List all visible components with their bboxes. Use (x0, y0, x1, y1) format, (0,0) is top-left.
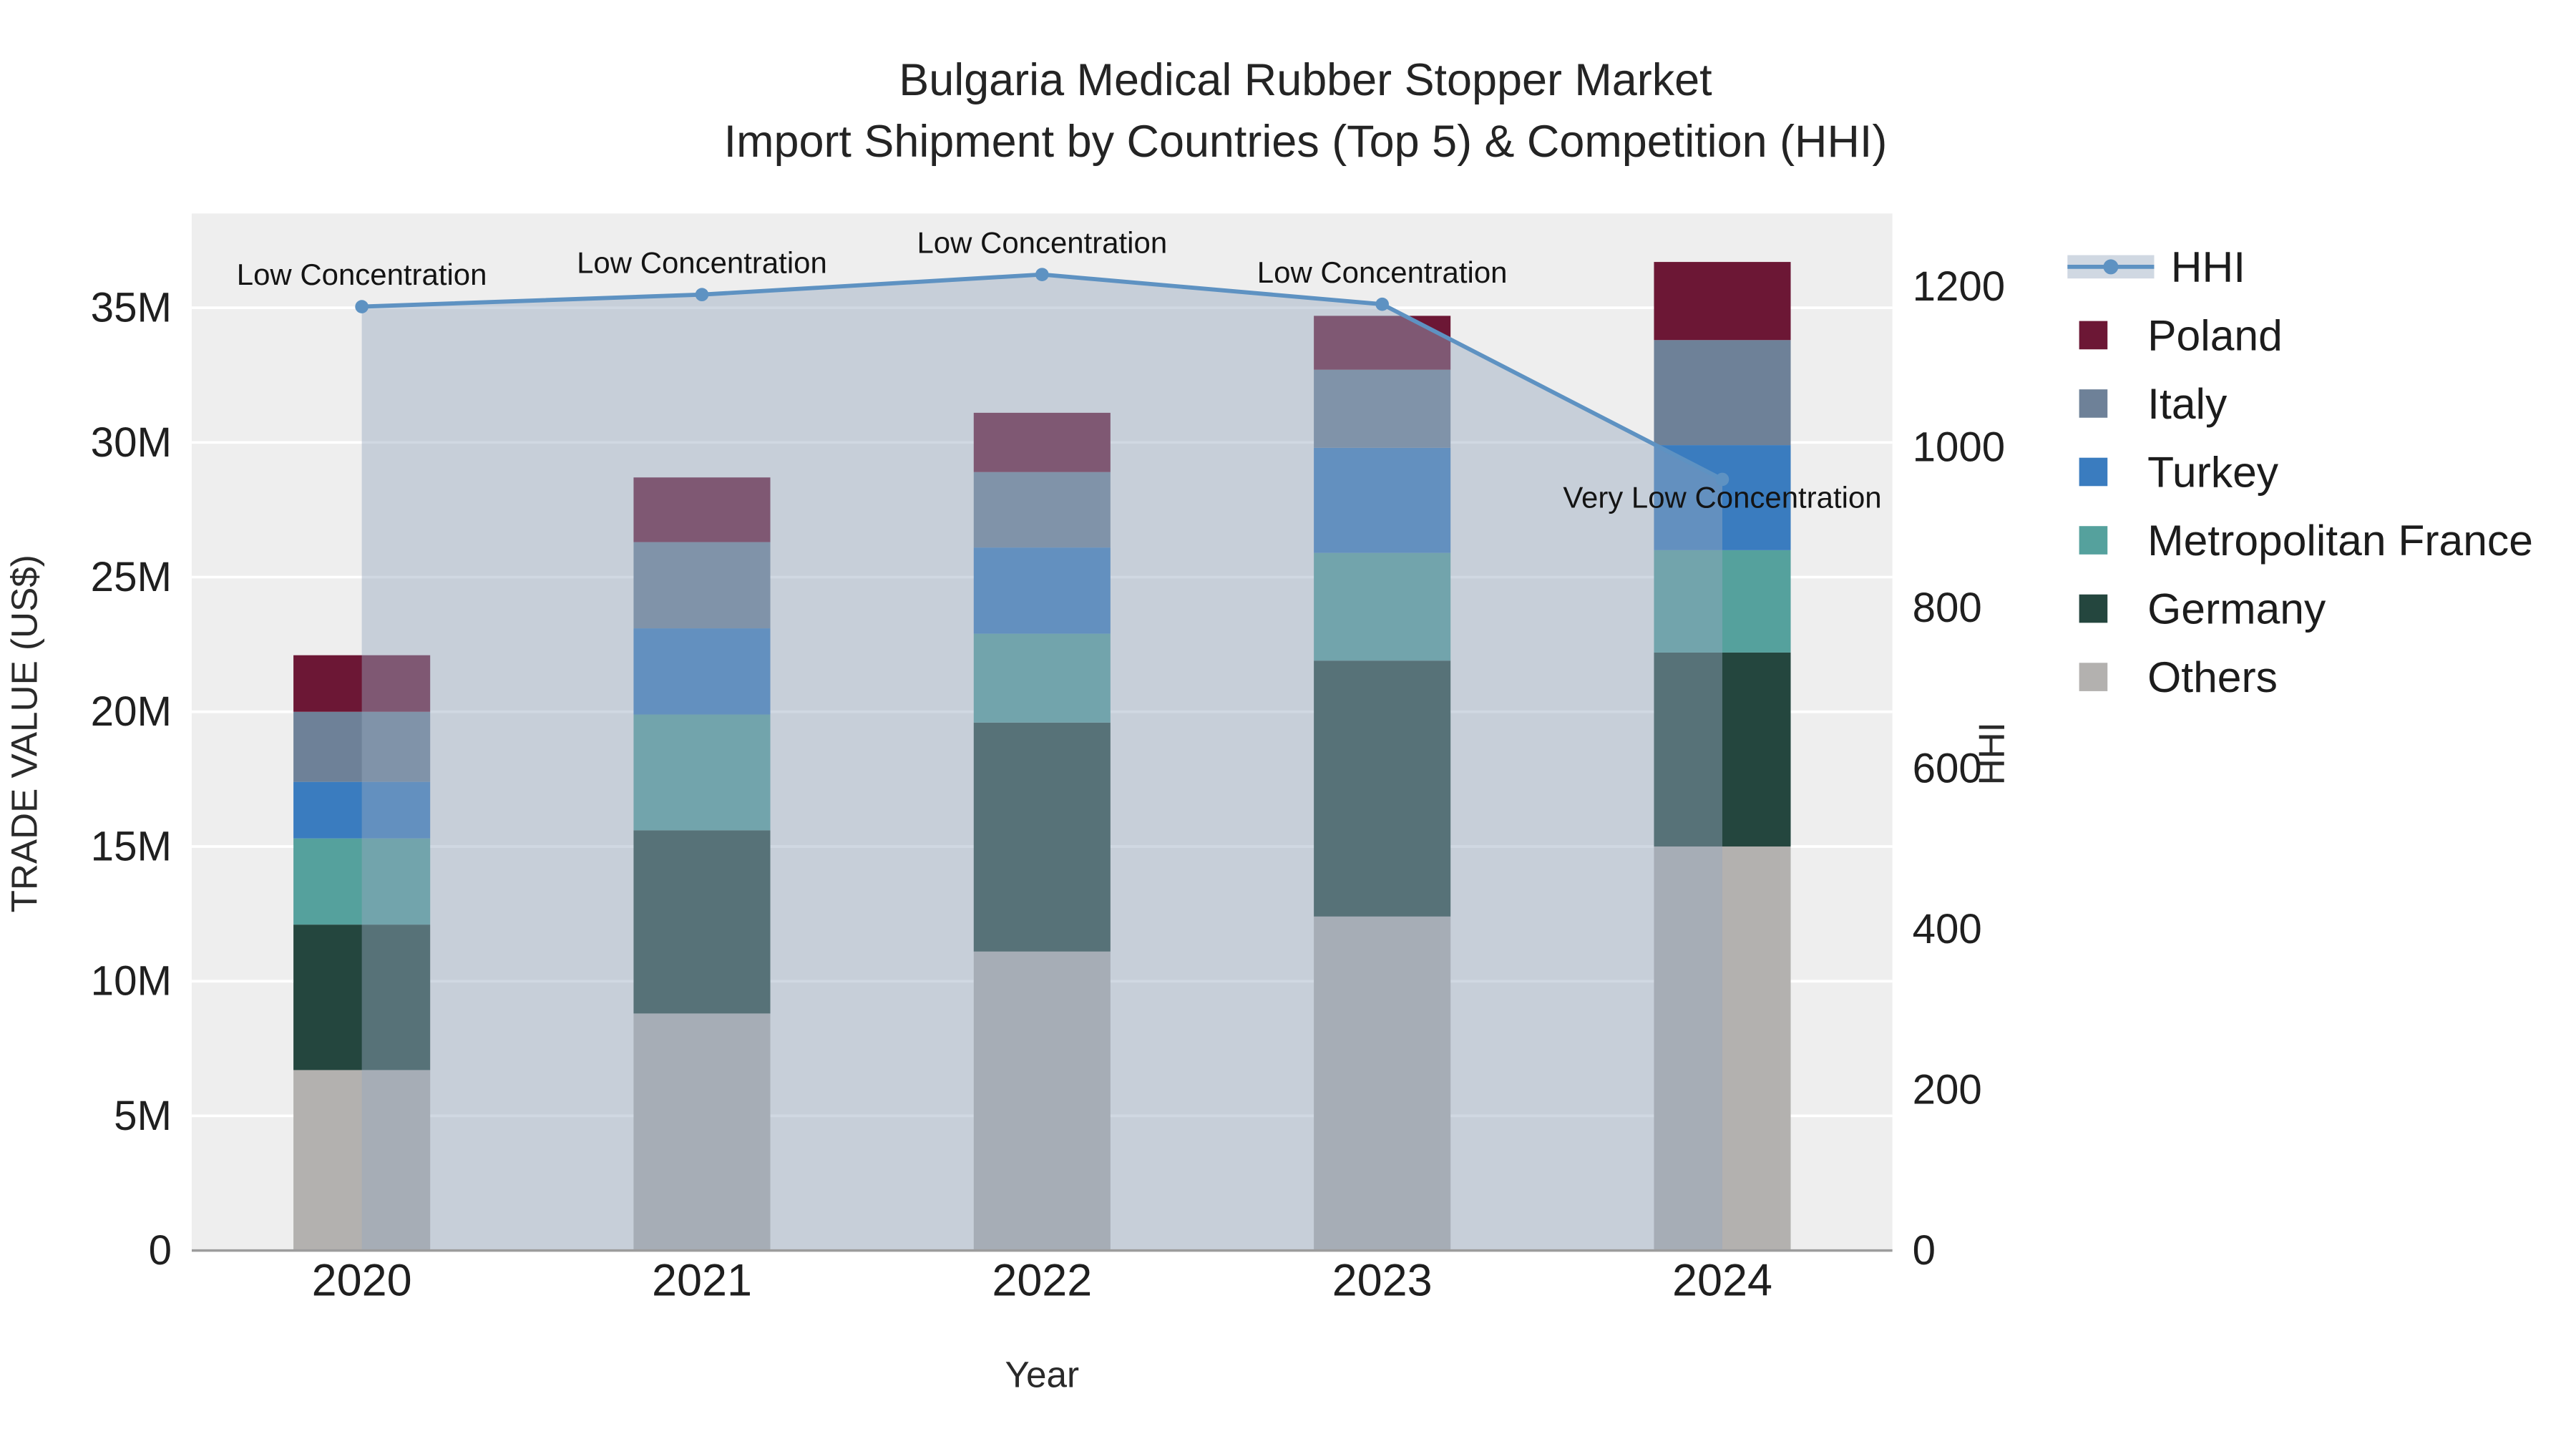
legend-item-turkey[interactable]: Turkey (2079, 447, 2279, 496)
bar-segment-others-2020 (293, 1070, 431, 1251)
legend-hhi-marker-icon (2103, 259, 2119, 275)
bar-segment-poland-2024 (1654, 262, 1791, 341)
bar-segment-germany-2024 (1654, 652, 1791, 847)
y-left-tick-35m: 35M (91, 285, 172, 331)
x-tick-2023: 2023 (1332, 1256, 1433, 1306)
bar-segment-germany-2021 (633, 830, 771, 1014)
x-tick-2020: 2020 (312, 1256, 412, 1306)
legend-swatch-icon (2079, 526, 2108, 555)
hhi-point-2024 (1715, 472, 1729, 487)
hhi-point-2022 (1035, 268, 1049, 281)
chart-title-line2: Import Shipment by Countries (Top 5) & C… (724, 117, 1888, 167)
y-left-tick-30m: 30M (91, 419, 172, 466)
legend-item-germany[interactable]: Germany (2079, 585, 2326, 633)
legend: HHI Poland Italy Turkey Metropolitan France G… (2067, 243, 2533, 701)
bar-segment-poland-2022 (973, 412, 1111, 472)
bar-segment-turkey-2024 (1654, 445, 1791, 550)
bar-segment-germany-2020 (293, 924, 431, 1070)
hhi-point-2020 (355, 300, 369, 313)
y-right-axis-title: HHI (1971, 722, 2012, 785)
legend-label: Metropolitan France (2147, 516, 2533, 565)
legend-label: HHI (2171, 243, 2245, 291)
y-left-tick-10m: 10M (91, 958, 172, 1005)
chart-title-line1: Bulgaria Medical Rubber Stopper Market (899, 55, 1712, 105)
annotation-2021: Low Concentration (577, 245, 827, 279)
y-right-tick-400: 400 (1913, 906, 1982, 952)
x-axis-title: Year (1005, 1355, 1080, 1395)
bar-segment-metropolitan-france-2023 (1314, 552, 1451, 661)
bar-segment-italy-2020 (293, 711, 431, 782)
y-left-tick-25m: 25M (91, 554, 172, 600)
y-left-tick-5m: 5M (114, 1093, 172, 1139)
annotation-2024: Very Low Concentration (1563, 481, 1881, 514)
legend-label: Poland (2147, 311, 2283, 359)
bar-segment-metropolitan-france-2021 (633, 714, 771, 831)
bar-segment-poland-2020 (293, 655, 431, 712)
y-left-tick-15m: 15M (91, 823, 172, 869)
bar-segment-italy-2021 (633, 542, 771, 629)
legend-label: Italy (2147, 379, 2228, 428)
y-left-tick-20m: 20M (91, 688, 172, 735)
bar-segment-metropolitan-france-2024 (1654, 550, 1791, 653)
bar-segment-poland-2021 (633, 477, 771, 542)
legend-swatch-icon (2079, 457, 2108, 487)
bar-segment-turkey-2022 (973, 547, 1111, 634)
hhi-point-2023 (1375, 297, 1389, 311)
y-right-tick-1200: 1200 (1913, 263, 2006, 310)
bar-segment-metropolitan-france-2022 (973, 633, 1111, 723)
bar-segment-italy-2023 (1314, 369, 1451, 448)
legend-swatch-icon (2079, 594, 2108, 623)
annotation-2023: Low Concentration (1257, 255, 1508, 289)
bar-segment-others-2024 (1654, 846, 1791, 1251)
legend-item-poland[interactable]: Poland (2079, 311, 2283, 359)
bar-segment-turkey-2021 (633, 628, 771, 715)
legend-item-others[interactable]: Others (2079, 653, 2278, 701)
hhi-point-2021 (695, 288, 709, 302)
legend-label: Germany (2147, 585, 2326, 633)
x-tick-2024: 2024 (1672, 1256, 1772, 1306)
annotation-2020: Low Concentration (237, 258, 487, 291)
legend-label: Turkey (2147, 447, 2279, 496)
legend-item-italy[interactable]: Italy (2079, 379, 2228, 428)
legend-swatch-icon (2079, 663, 2108, 691)
bar-segment-germany-2022 (973, 722, 1111, 952)
y-right-tick-200: 200 (1913, 1067, 1982, 1113)
x-tick-2021: 2021 (652, 1256, 752, 1306)
y-right-tick-600: 600 (1913, 746, 1982, 792)
bar-segment-germany-2023 (1314, 660, 1451, 917)
bar-series (293, 262, 1791, 1251)
y-left-tick-0: 0 (149, 1227, 172, 1274)
bar-segment-others-2022 (973, 951, 1111, 1251)
legend-label: Others (2147, 653, 2278, 701)
y-right-tick-800: 800 (1913, 585, 1982, 631)
x-tick-2022: 2022 (992, 1256, 1092, 1306)
legend-swatch-icon (2079, 389, 2108, 418)
legend-swatch-icon (2079, 321, 2108, 350)
bar-segment-poland-2023 (1314, 316, 1451, 370)
y-right-tick-0: 0 (1913, 1227, 1936, 1274)
y-left-axis-title: TRADE VALUE (US$) (4, 555, 44, 912)
y-right-tick-1000: 1000 (1913, 424, 2006, 471)
bar-segment-metropolitan-france-2020 (293, 838, 431, 925)
bar-segment-others-2021 (633, 1013, 771, 1251)
bar-segment-italy-2024 (1654, 340, 1791, 446)
hhi-area-fill (361, 274, 1722, 1251)
legend-item-metropolitan-france[interactable]: Metropolitan France (2079, 516, 2533, 565)
bar-segment-others-2023 (1314, 916, 1451, 1251)
legend-item-hhi[interactable]: HHI (2067, 243, 2245, 291)
bar-segment-italy-2022 (973, 472, 1111, 548)
bar-segment-turkey-2020 (293, 781, 431, 839)
bar-segment-turkey-2023 (1314, 447, 1451, 553)
annotation-2022: Low Concentration (917, 225, 1167, 259)
